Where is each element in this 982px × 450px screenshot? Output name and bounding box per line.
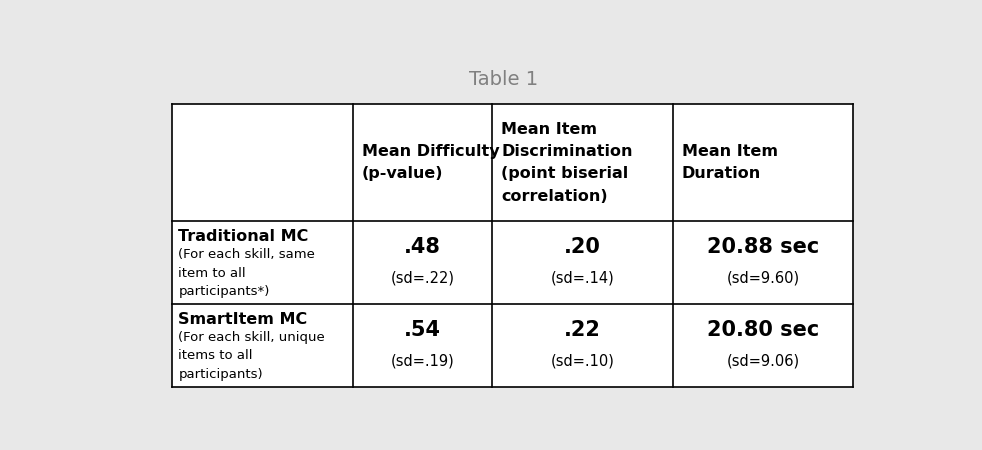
Text: (sd=.19): (sd=.19) [391,353,455,369]
Text: (sd=.14): (sd=.14) [551,271,615,286]
Text: (For each skill, unique
items to all
participants): (For each skill, unique items to all par… [179,331,325,381]
Text: (sd=.10): (sd=.10) [551,353,615,369]
Text: .48: .48 [405,237,441,257]
Text: Mean Item
Duration: Mean Item Duration [682,144,778,181]
Text: SmartItem MC: SmartItem MC [179,312,307,327]
Text: (For each skill, same
item to all
participants*): (For each skill, same item to all partic… [179,248,315,298]
Text: .20: .20 [565,237,601,257]
Text: Mean Difficulty
(p-value): Mean Difficulty (p-value) [361,144,500,181]
Text: 20.88 sec: 20.88 sec [707,237,819,257]
Text: (sd=9.06): (sd=9.06) [727,353,799,369]
Text: .22: .22 [565,320,601,340]
Text: 20.80 sec: 20.80 sec [707,320,819,340]
Text: Mean Item
Discrimination
(point biserial
correlation): Mean Item Discrimination (point biserial… [502,122,633,204]
Text: (sd=.22): (sd=.22) [391,271,455,286]
Text: Traditional MC: Traditional MC [179,229,308,244]
Text: .54: .54 [404,320,441,340]
Text: (sd=9.60): (sd=9.60) [727,271,799,286]
Text: Table 1: Table 1 [468,70,538,89]
